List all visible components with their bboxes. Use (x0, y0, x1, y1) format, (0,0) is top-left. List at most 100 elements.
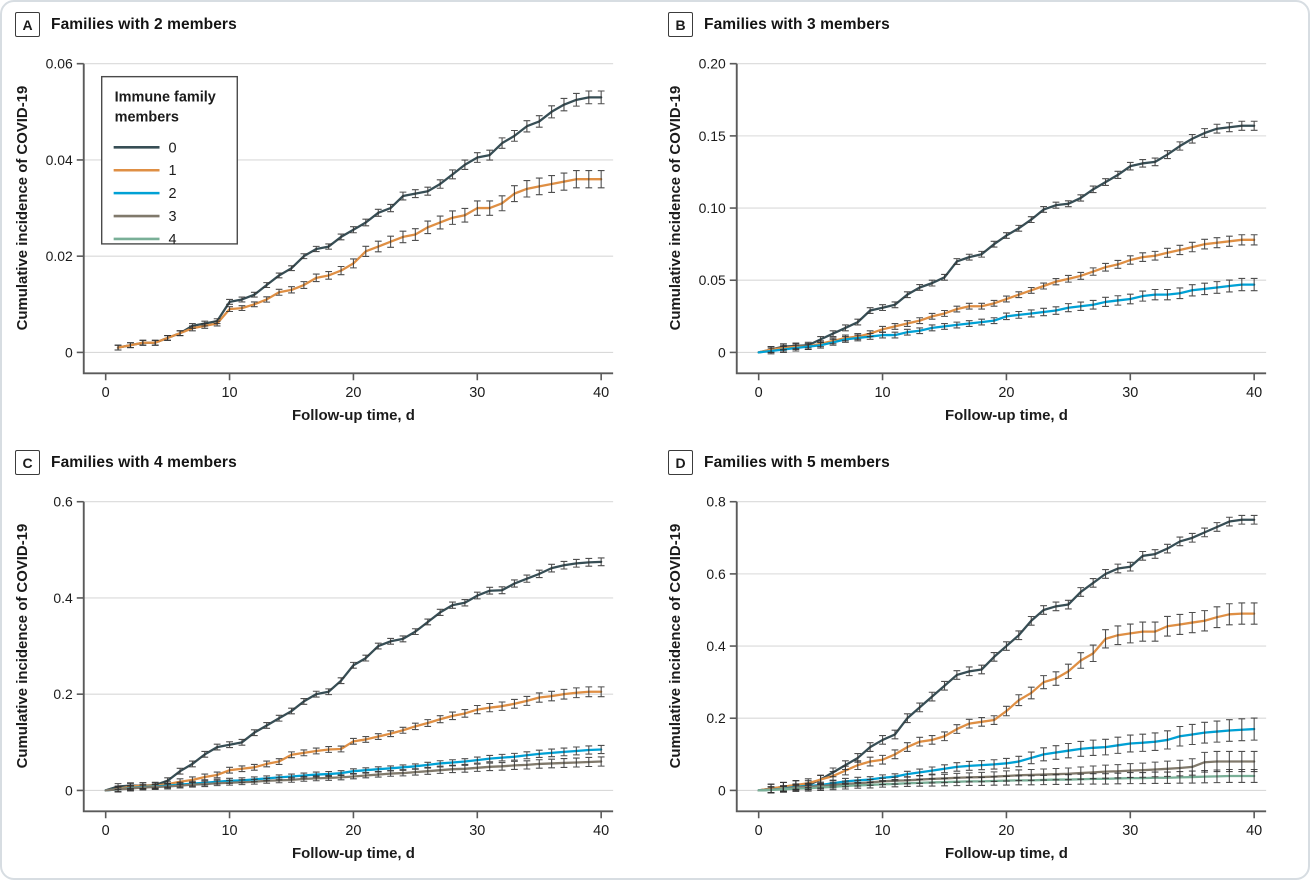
y-tick-label: 0 (65, 344, 73, 360)
x-tick-label: 0 (755, 385, 763, 401)
x-tick-label: 30 (469, 385, 485, 401)
x-tick-label: 20 (998, 823, 1014, 839)
legend-label-2: 2 (168, 186, 176, 202)
x-tick-label: 10 (875, 385, 891, 401)
y-tick-label: 0 (718, 782, 726, 798)
legend-title-line2: members (115, 109, 179, 125)
axes: 0 0.2 0.4 0.6 0 10 20 30 40 (53, 494, 614, 839)
x-axis-title: Follow-up time, d (945, 845, 1068, 862)
error-bars-series-0 (767, 514, 1258, 794)
error-bars-series-3 (114, 756, 605, 793)
error-bars (114, 557, 605, 793)
y-tick-label: 0.20 (699, 56, 726, 72)
x-tick-label: 0 (102, 823, 110, 839)
x-tick-label: 40 (1246, 385, 1262, 401)
panel-a-letter-badge: A (15, 12, 40, 37)
y-gridlines (736, 63, 1267, 353)
y-axis-title: Cumulative incidence of COVID-19 (14, 524, 31, 769)
legend-label-0: 0 (168, 140, 176, 156)
y-gridlines (736, 501, 1267, 791)
panel-d-header: D Families with 5 members (668, 450, 890, 475)
x-tick-label: 40 (593, 385, 609, 401)
y-tick-label: 0.4 (706, 638, 726, 654)
y-tick-label: 0.05 (699, 272, 726, 288)
x-axis-title: Follow-up time, d (292, 845, 415, 862)
y-tick-label: 0.15 (699, 128, 726, 144)
y-axis-title: Cumulative incidence of COVID-19 (667, 86, 684, 331)
y-tick-label: 0.4 (53, 590, 73, 606)
panel-b-letter-badge: B (668, 12, 693, 37)
axes: 0 0.2 0.4 0.6 0.8 0 10 20 30 40 (706, 494, 1267, 839)
x-axis-title: Follow-up time, d (945, 407, 1068, 424)
y-axis-title: Cumulative incidence of COVID-19 (667, 524, 684, 769)
panel-b-header: B Families with 3 members (668, 12, 890, 37)
panel-b-plot: 0 0.05 0.10 0.15 0.20 0 10 20 30 40 Follow-up time… (667, 56, 1267, 424)
error-bars-series-1 (767, 602, 1258, 794)
error-bars (114, 90, 605, 351)
legend: Immune family members 0 1 2 3 4 (100, 75, 238, 248)
x-tick-label: 0 (102, 385, 110, 401)
legend-label-4: 4 (168, 232, 176, 248)
y-tick-label: 0 (718, 344, 726, 360)
legend-box (100, 75, 238, 245)
x-tick-label: 10 (222, 823, 238, 839)
series-lines (757, 518, 1256, 792)
panel-b: B Families with 3 members 0 0.05 0.10 0.15 0… (655, 2, 1308, 440)
error-bars (767, 514, 1258, 794)
y-tick-label: 0.02 (46, 248, 73, 264)
error-bars-series-1 (114, 169, 605, 351)
axes: 0 0.05 0.10 0.15 0.20 0 10 20 30 40 (699, 56, 1267, 401)
y-tick-label: 0.6 (706, 566, 726, 582)
y-tick-label: 0.2 (706, 710, 726, 726)
x-tick-label: 10 (875, 823, 891, 839)
x-tick-label: 30 (1122, 823, 1138, 839)
panel-d: D Families with 5 members 0 0.2 0.4 0.6 0.8 0… (655, 440, 1308, 878)
x-tick-label: 0 (755, 823, 763, 839)
y-tick-label: 0.10 (699, 200, 726, 216)
legend-label-3: 3 (168, 209, 176, 225)
y-tick-label: 0.2 (53, 686, 73, 702)
panel-c-letter-badge: C (15, 450, 40, 475)
panel-d-letter-badge: D (668, 450, 693, 475)
x-tick-label: 40 (1246, 823, 1262, 839)
legend-title-line1: Immune family (115, 90, 216, 106)
error-bars-series-1 (767, 234, 1258, 353)
panel-c-plot: 0 0.2 0.4 0.6 0 10 20 30 40 Follow-up time, d Cumu… (14, 494, 614, 862)
panel-b-title: Families with 3 members (704, 15, 890, 33)
x-tick-label: 30 (469, 823, 485, 839)
x-axis-title: Follow-up time, d (292, 407, 415, 424)
y-tick-label: 0 (65, 782, 73, 798)
x-tick-label: 20 (345, 385, 361, 401)
panel-a: A Families with 2 members 0 0.02 0.04 0.06 0… (2, 2, 655, 440)
x-tick-label: 20 (345, 823, 361, 839)
x-tick-label: 10 (222, 385, 238, 401)
panel-a-header: A Families with 2 members (15, 12, 237, 37)
error-bars (767, 120, 1258, 355)
legend-label-1: 1 (168, 163, 176, 179)
panel-d-plot: 0 0.2 0.4 0.6 0.8 0 10 20 30 40 Follow-up time, d C… (667, 494, 1267, 862)
series-line-1 (116, 178, 603, 349)
axes: 00.020.040.060 10 20 30 40 (46, 56, 614, 401)
series-line-0 (757, 518, 1256, 792)
panel-d-title: Families with 5 members (704, 453, 890, 471)
x-tick-label: 20 (998, 385, 1014, 401)
panel-a-title: Families with 2 members (51, 15, 237, 33)
panel-c-title: Families with 4 members (51, 453, 237, 471)
panel-c-header: C Families with 4 members (15, 450, 237, 475)
error-bars-series-4 (767, 768, 1258, 794)
x-tick-label: 30 (1122, 385, 1138, 401)
y-gridlines (83, 501, 614, 791)
y-tick-label: 0.6 (53, 494, 73, 510)
y-tick-label: 0.04 (46, 152, 73, 168)
series-line-0 (116, 96, 603, 349)
y-axis-title: Cumulative incidence of COVID-19 (14, 86, 31, 331)
series-lines (116, 96, 603, 349)
x-tick-label: 40 (593, 823, 609, 839)
error-bars-series-2 (767, 277, 1258, 355)
error-bars-series-0 (767, 120, 1258, 353)
y-tick-label: 0.8 (706, 494, 726, 510)
panel-c: C Families with 4 members 0 0.2 0.4 0.6 0 10 2… (2, 440, 655, 878)
y-tick-label: 0.06 (46, 56, 73, 72)
